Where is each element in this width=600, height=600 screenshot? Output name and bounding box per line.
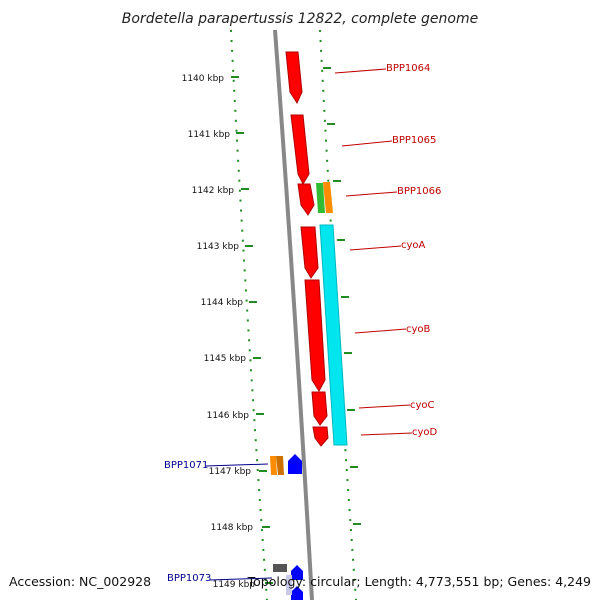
- ruler-tick-label: 1142 kbp: [192, 186, 235, 196]
- gene-label[interactable]: cyoD: [412, 427, 438, 438]
- label-leader: [345, 191, 398, 197]
- ruler-tick-label: 1149 kbp: [213, 580, 256, 590]
- gene-label[interactable]: cyoA: [401, 240, 426, 251]
- ruler-tick-label: 1148 kbp: [211, 523, 254, 533]
- cds-bpp1064[interactable]: [285, 51, 303, 105]
- label-leader: [205, 463, 269, 467]
- ruler-tick-label: 1146 kbp: [207, 411, 250, 421]
- label-leader: [209, 577, 273, 581]
- cyo-operon-feature[interactable]: [319, 224, 348, 446]
- gene-label[interactable]: BPP1065: [392, 135, 436, 146]
- ruler-tick-label: 1145 kbp: [204, 354, 247, 364]
- ruler: 1140 kbp 1141 kbp 1142 kbp 1143 kbp 1144…: [182, 74, 273, 590]
- gene-label[interactable]: BPP1071: [164, 460, 208, 471]
- blue-feature[interactable]: [291, 586, 303, 600]
- blue-feature[interactable]: [291, 565, 303, 580]
- label-leader: [358, 404, 411, 409]
- gene-label[interactable]: cyoB: [406, 324, 431, 335]
- lavender-feature[interactable]: [286, 575, 292, 595]
- orange-feature[interactable]: [323, 182, 333, 213]
- gene-label[interactable]: BPP1073: [167, 573, 211, 584]
- cds-cyoD[interactable]: [312, 426, 329, 447]
- label-leader: [341, 140, 393, 147]
- gene-label[interactable]: BPP1066: [397, 186, 441, 197]
- gene-label[interactable]: BPP1064: [386, 63, 430, 74]
- ruler-tick-label: 1144 kbp: [201, 298, 244, 308]
- blue-feature[interactable]: [288, 454, 302, 474]
- gray-feature[interactable]: [273, 564, 287, 572]
- label-leader: [360, 432, 413, 436]
- cds-bpp1065[interactable]: [290, 114, 310, 186]
- genome-backbone: [273, 29, 314, 600]
- cds-cyoA[interactable]: [300, 226, 319, 279]
- ruler-tick-label: 1140 kbp: [182, 74, 225, 84]
- cds-cyoB[interactable]: [304, 279, 326, 392]
- orange-feature[interactable]: [276, 456, 284, 475]
- genome-summary-text: Topology: circular; Length: 4,773,551 bp…: [247, 574, 591, 589]
- map-title: Bordetella parapertussis 12822, complete…: [122, 11, 478, 27]
- outer-track-ticks: [323, 67, 361, 525]
- cds-features: [285, 51, 329, 447]
- inner-dotted-track: [230, 29, 268, 600]
- label-leader: [349, 245, 402, 251]
- green-feature[interactable]: [316, 183, 325, 213]
- ruler-tick-label: 1141 kbp: [188, 130, 231, 140]
- orange-feature[interactable]: [270, 456, 277, 475]
- cds-cyoC[interactable]: [311, 391, 328, 426]
- label-leader: [354, 328, 407, 334]
- label-leader: [334, 68, 387, 74]
- ruler-tick-label: 1147 kbp: [209, 467, 252, 477]
- accession-text: Accession: NC_002928: [9, 574, 151, 589]
- gene-label[interactable]: cyoC: [410, 400, 435, 411]
- ruler-tick-label: 1143 kbp: [197, 242, 240, 252]
- cds-bpp1066[interactable]: [297, 183, 315, 216]
